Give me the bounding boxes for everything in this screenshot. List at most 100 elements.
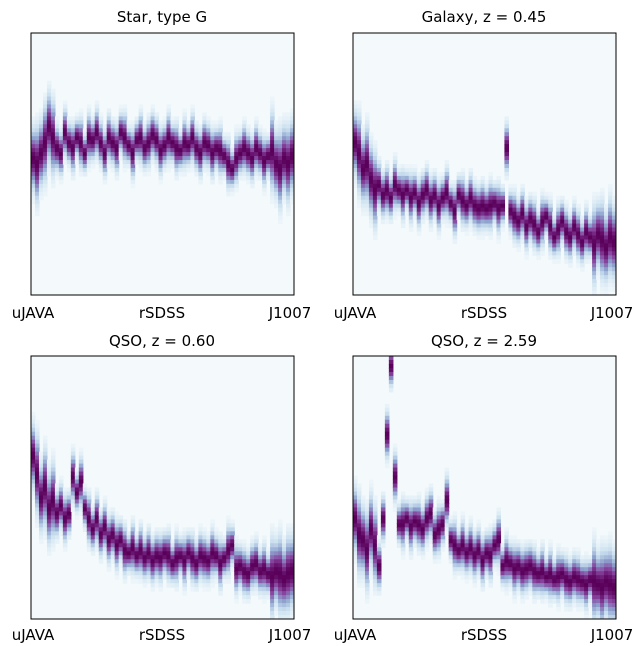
heatmap-cell <box>230 567 235 572</box>
heatmap-cell <box>488 203 494 209</box>
heatmap-cell <box>452 559 458 564</box>
heatmap-cell <box>368 491 374 497</box>
heatmap-cell <box>532 563 537 568</box>
heatmap-cell <box>122 575 128 580</box>
heatmap-cell <box>448 547 454 552</box>
heatmap-cell <box>62 543 68 548</box>
heatmap-cell <box>560 235 565 241</box>
heatmap-cell <box>356 152 362 157</box>
heatmap-cell <box>102 152 108 157</box>
heatmap-cell <box>202 583 207 588</box>
heatmap-cell <box>174 124 180 129</box>
heatmap-cell <box>42 439 48 445</box>
heatmap-cell <box>592 251 597 256</box>
heatmap-cell <box>568 251 573 256</box>
heatmap-cell <box>250 136 255 141</box>
heatmap-cell <box>388 379 394 385</box>
heatmap-cell <box>34 515 40 520</box>
heatmap-cell <box>600 219 605 225</box>
heatmap-cell <box>106 164 112 169</box>
heatmap-cell <box>238 171 243 177</box>
heatmap-cell <box>436 183 442 189</box>
heatmap-cell <box>34 423 40 429</box>
heatmap-cell <box>54 120 60 125</box>
heatmap-cell <box>130 579 136 584</box>
heatmap-cell <box>114 539 120 544</box>
heatmap-cell <box>274 199 279 205</box>
heatmap-cell <box>372 199 378 205</box>
heatmap-cell <box>222 579 227 584</box>
heatmap-cell <box>234 535 239 540</box>
heatmap-cell <box>50 148 56 153</box>
heatmap-cell <box>536 579 541 584</box>
heatmap-cell <box>46 124 52 129</box>
heatmap-cell <box>508 575 513 580</box>
heatmap-cell <box>286 140 291 145</box>
heatmap-cell <box>34 112 40 117</box>
heatmap-cell <box>286 543 291 548</box>
heatmap-cell <box>356 156 362 161</box>
heatmap-cell <box>353 503 358 509</box>
heatmap-cell <box>384 403 390 409</box>
heatmap-cell <box>74 156 80 161</box>
heatmap-cell <box>206 543 211 548</box>
heatmap-cell <box>282 595 287 600</box>
heatmap-cell <box>476 235 482 241</box>
heatmap-cell <box>608 531 613 536</box>
heatmap-cell <box>198 579 203 584</box>
heatmap-cell <box>186 148 191 153</box>
heatmap-cell <box>290 195 294 201</box>
heatmap-cell <box>384 183 390 189</box>
heatmap-cell <box>588 575 593 580</box>
heatmap-cell <box>286 211 291 217</box>
heatmap-cell <box>242 587 247 592</box>
heatmap-cell <box>186 531 191 536</box>
heatmap-cell <box>556 227 561 233</box>
heatmap-cell <box>174 171 180 177</box>
heatmap-cell <box>270 575 275 580</box>
heatmap-cell <box>488 583 494 588</box>
heatmap-cell <box>142 583 148 588</box>
heatmap-cell <box>114 171 120 177</box>
heatmap-cell <box>420 507 426 512</box>
heatmap-cell <box>516 207 521 213</box>
heatmap-cell <box>416 215 422 221</box>
heatmap-cell <box>436 175 442 181</box>
heatmap-cell <box>138 551 144 556</box>
heatmap-cell <box>54 140 60 145</box>
heatmap-cell <box>568 591 573 596</box>
heatmap-cell <box>266 144 271 149</box>
heatmap-cell <box>444 219 450 225</box>
heatmap-cell <box>400 551 406 556</box>
heatmap-cell <box>154 120 160 125</box>
heatmap-cell <box>396 531 402 536</box>
heatmap-cell <box>572 231 577 237</box>
heatmap-cell <box>353 140 358 145</box>
heatmap-cell <box>504 539 509 544</box>
heatmap-cell <box>380 535 386 540</box>
heatmap-cell <box>596 199 601 205</box>
heatmap-cell <box>488 231 494 237</box>
heatmap-cell <box>504 583 509 588</box>
heatmap-cell <box>250 167 255 173</box>
heatmap-cell <box>94 160 100 165</box>
heatmap-cell <box>182 575 187 580</box>
heatmap-cell <box>50 475 56 481</box>
heatmap-cell <box>70 467 76 473</box>
heatmap-cell <box>488 207 494 213</box>
heatmap-cell <box>364 551 370 556</box>
heatmap-cell <box>464 187 470 193</box>
heatmap-cell <box>353 120 358 125</box>
heatmap-cell <box>508 543 513 548</box>
heatmap-cell <box>74 148 80 153</box>
heatmap-cell <box>560 203 565 209</box>
heatmap-cell <box>166 523 172 528</box>
heatmap-cell <box>222 144 227 149</box>
heatmap-cell <box>512 543 517 548</box>
heatmap-cell <box>214 555 219 560</box>
heatmap-cell <box>592 231 597 237</box>
heatmap-cell <box>484 207 490 213</box>
heatmap-cell <box>496 179 502 185</box>
heatmap-cell <box>50 116 56 121</box>
heatmap-cell <box>600 195 605 201</box>
